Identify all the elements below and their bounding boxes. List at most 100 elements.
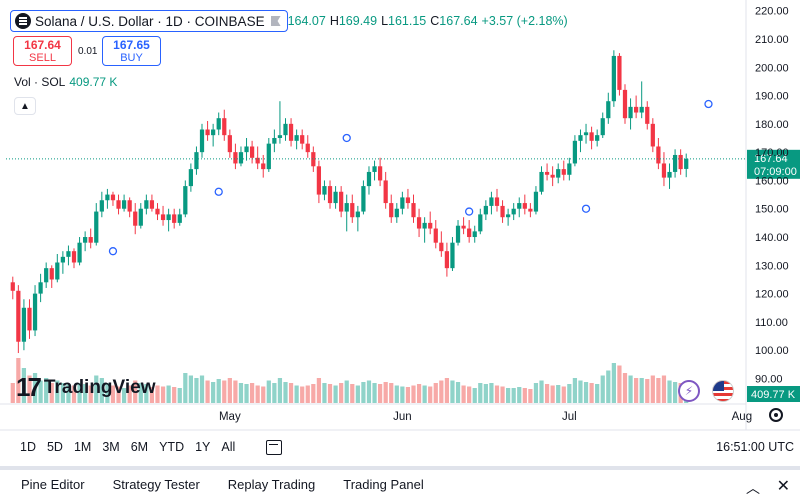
price-tick-label: 100.00 bbox=[755, 345, 789, 357]
time-tick-label: May bbox=[219, 411, 241, 423]
volume-bar bbox=[467, 386, 472, 403]
volume-bar bbox=[133, 380, 138, 403]
chevron-up-icon[interactable]: ︿ bbox=[746, 480, 760, 496]
range-ytd[interactable]: YTD bbox=[159, 440, 185, 454]
candle-body bbox=[144, 200, 149, 209]
volume-bar bbox=[10, 383, 15, 403]
price-tick-label: 130.00 bbox=[755, 260, 789, 272]
candle-body bbox=[133, 211, 138, 226]
candle-body bbox=[88, 237, 93, 243]
volume-bar bbox=[572, 378, 578, 403]
candle-body bbox=[350, 203, 355, 218]
buy-button[interactable]: 167.65 BUY bbox=[102, 36, 161, 66]
time-tick-label: Jun bbox=[393, 411, 412, 423]
volume-bar bbox=[366, 380, 372, 403]
volume-bar bbox=[255, 385, 260, 403]
range-6m[interactable]: 6M bbox=[130, 440, 149, 454]
volume-bar bbox=[589, 383, 594, 403]
grid-lines bbox=[0, 0, 800, 431]
volume-bar bbox=[121, 388, 127, 403]
volume-bar bbox=[389, 383, 394, 403]
candle-body bbox=[94, 211, 99, 243]
flag-icon[interactable] bbox=[270, 16, 281, 26]
range-5d[interactable]: 5D bbox=[46, 440, 63, 454]
candle-body bbox=[500, 205, 505, 218]
volume-bar bbox=[155, 385, 160, 403]
volume-bar bbox=[183, 373, 188, 403]
low-value: 161.15 bbox=[388, 14, 427, 28]
candle-body bbox=[99, 200, 104, 212]
candle-body bbox=[550, 174, 555, 178]
candle-body bbox=[533, 191, 539, 212]
gear-icon[interactable] bbox=[769, 408, 783, 422]
volume-label: Vol · SOL bbox=[14, 75, 66, 89]
volume-bar bbox=[622, 373, 628, 403]
buy-label: BUY bbox=[120, 52, 143, 64]
candle-body bbox=[55, 262, 60, 280]
volume-bar bbox=[539, 380, 544, 403]
range-3m[interactable]: 3M bbox=[102, 440, 120, 454]
buy-price: 167.65 bbox=[113, 38, 150, 52]
volume-bar bbox=[144, 384, 149, 403]
volume-bar bbox=[49, 383, 54, 403]
volume-bar bbox=[127, 385, 132, 403]
sell-button[interactable]: 167.64 SELL bbox=[13, 36, 72, 66]
us-flag-icon[interactable] bbox=[712, 380, 734, 402]
volume-bar bbox=[634, 378, 639, 403]
price-tick-label: 220.00 bbox=[755, 6, 789, 18]
volume-bar bbox=[506, 388, 511, 403]
volume-value-badge bbox=[747, 386, 800, 402]
candle-body bbox=[595, 135, 600, 141]
volume-bar bbox=[517, 387, 522, 403]
time-tick-label: Aug bbox=[732, 411, 752, 423]
volume-bar bbox=[27, 375, 32, 403]
close-icon[interactable]: ✕ bbox=[776, 478, 790, 495]
candle-body bbox=[377, 166, 383, 181]
candle-body bbox=[606, 101, 611, 119]
volume-bar bbox=[511, 388, 516, 403]
volume-bar bbox=[16, 358, 21, 403]
candle-body bbox=[394, 208, 399, 218]
tab-strategy-tester[interactable]: Strategy Tester bbox=[112, 477, 200, 492]
symbol-title-box[interactable]: Solana / U.S. Dollar · 1D · COINBASE bbox=[10, 10, 288, 32]
high-value: 169.49 bbox=[338, 14, 378, 28]
time-tick-label: Jul bbox=[562, 411, 577, 423]
volume-bar bbox=[377, 384, 383, 403]
tab-trading-panel[interactable]: Trading Panel bbox=[343, 477, 424, 492]
event-markers bbox=[108, 99, 713, 256]
volume-bars bbox=[10, 358, 689, 403]
candle-body bbox=[244, 146, 249, 153]
candle-body bbox=[405, 197, 411, 204]
volume-bar bbox=[222, 380, 227, 403]
collapse-legend-button[interactable]: ▲ bbox=[14, 97, 36, 115]
candle-body bbox=[266, 143, 271, 170]
candle-body bbox=[316, 166, 322, 195]
candle-body bbox=[261, 163, 266, 170]
range-1y[interactable]: 1Y bbox=[195, 440, 211, 454]
price-axis: 220.00 210.00 200.00 190.00 180.00 170.00 160.… bbox=[755, 6, 789, 386]
volume-bar bbox=[339, 383, 344, 403]
range-1d[interactable]: 1D bbox=[20, 440, 36, 454]
tradingview-logo[interactable]: 17 TradingView bbox=[16, 372, 156, 403]
price-tick-label: 150.00 bbox=[755, 204, 789, 216]
range-1m[interactable]: 1M bbox=[73, 440, 92, 454]
range-all[interactable]: All bbox=[221, 440, 236, 454]
volume-bar bbox=[561, 386, 566, 403]
calendar-icon[interactable] bbox=[266, 439, 283, 455]
volume-bar bbox=[461, 385, 466, 403]
candle-body bbox=[611, 55, 616, 102]
candlesticks bbox=[10, 50, 689, 354]
volume-bar bbox=[422, 385, 427, 403]
tab-replay-trading[interactable]: Replay Trading bbox=[227, 477, 316, 492]
event-marker bbox=[214, 187, 223, 196]
candle-body bbox=[389, 203, 394, 218]
candle-body bbox=[38, 282, 43, 294]
lightning-bolt-icon[interactable]: ⚡ bbox=[678, 380, 700, 402]
close-value: 167.64 bbox=[439, 14, 478, 28]
candle-body bbox=[522, 203, 527, 209]
utc-clock[interactable]: 16:51:00 UTC bbox=[716, 440, 794, 454]
tab-pine-editor[interactable]: Pine Editor bbox=[21, 477, 85, 492]
volume-bar bbox=[66, 384, 71, 403]
volume-bar bbox=[160, 386, 166, 403]
